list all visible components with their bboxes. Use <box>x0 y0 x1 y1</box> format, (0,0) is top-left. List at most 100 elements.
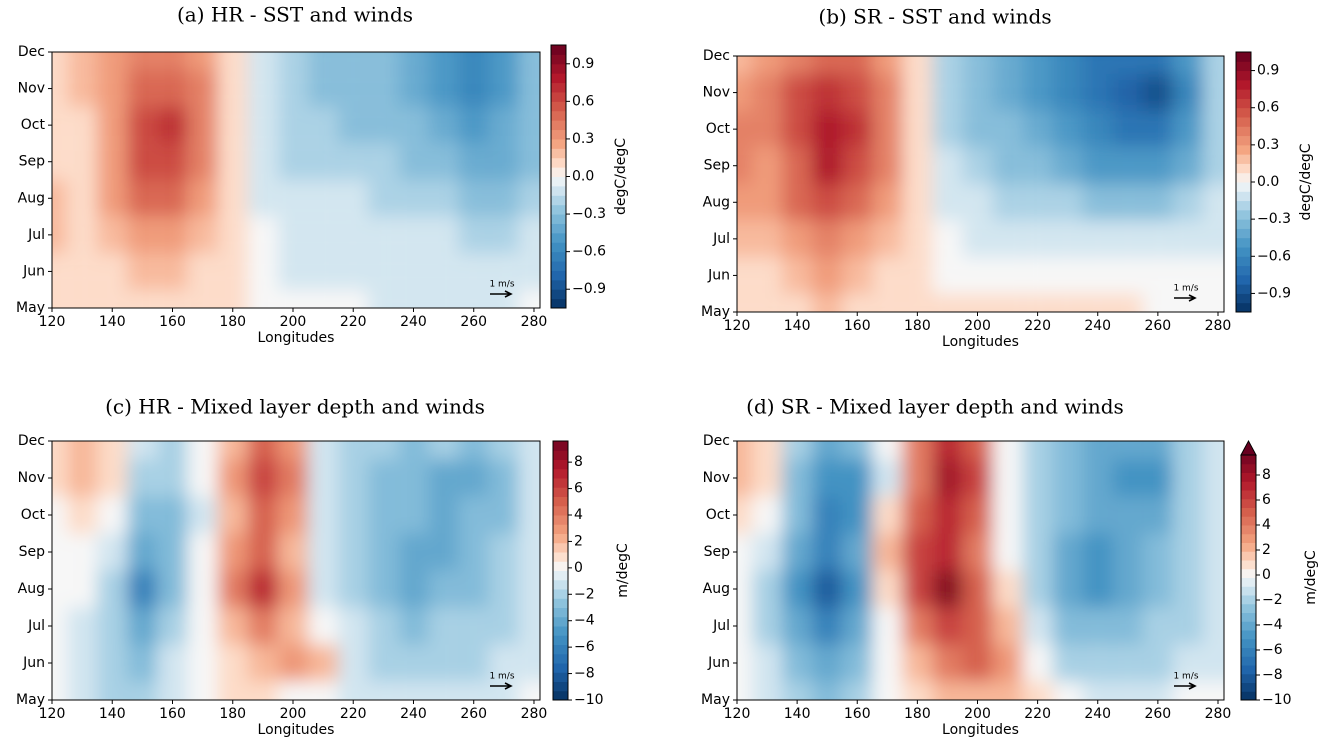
colorbar-segment <box>1236 70 1251 81</box>
colorbar-segment <box>553 478 568 488</box>
field-cell <box>962 293 993 312</box>
field-cell <box>187 607 218 645</box>
field-cell <box>398 70 429 107</box>
colorbar-tick-label: 0 <box>574 560 583 576</box>
x-axis-label: Longitudes <box>942 722 1019 738</box>
y-tick-label: Jun <box>707 655 730 671</box>
field-cell <box>782 293 813 312</box>
colorbar-segment <box>1236 256 1251 267</box>
field-cell <box>902 459 933 497</box>
field-cell <box>488 70 519 107</box>
field-cell <box>518 441 540 460</box>
field-cell <box>157 253 188 290</box>
colorbar-tick-label: 0.0 <box>572 169 594 185</box>
field-cell <box>1172 570 1203 608</box>
field-cell <box>1142 496 1173 534</box>
colorbar-tick-label: −4 <box>574 613 595 629</box>
field-cell <box>752 533 783 571</box>
colorbar-segment <box>1236 172 1251 183</box>
field-cell <box>962 644 993 682</box>
field-cell <box>1082 459 1113 497</box>
field-cell <box>932 681 963 700</box>
colorbar-segment <box>1241 498 1256 508</box>
colorbar-tick-label: 0.3 <box>1257 137 1279 153</box>
field-cell <box>338 216 369 254</box>
field-cell <box>52 607 68 645</box>
colorbar-segment <box>1236 135 1251 146</box>
field-cell <box>752 441 783 460</box>
field-cell <box>368 533 399 571</box>
field-cell <box>842 570 873 608</box>
field-cell <box>338 681 369 700</box>
colorbar-segment <box>551 91 566 102</box>
field-cell <box>97 106 128 144</box>
field-cell <box>398 681 429 700</box>
colorbar-tick-label: −2 <box>1262 592 1283 608</box>
field-cell <box>782 56 813 75</box>
field-cell <box>752 293 783 312</box>
field-cell <box>842 533 873 571</box>
field-cell <box>308 143 339 180</box>
field-cell <box>67 180 98 217</box>
field-cell <box>67 459 98 497</box>
field-cell <box>872 607 903 645</box>
field-cell <box>428 52 459 71</box>
field-cell <box>97 459 128 497</box>
field-cell <box>782 607 813 645</box>
field-cell <box>782 496 813 534</box>
field-cell <box>338 52 369 71</box>
field-cell <box>217 180 248 217</box>
field-cell <box>488 180 519 217</box>
x-tick-label: 220 <box>340 706 367 722</box>
field-cell <box>1112 496 1143 534</box>
field-cell <box>458 289 489 308</box>
field-cell <box>368 570 399 608</box>
field-cell <box>277 106 309 144</box>
field-cell <box>488 644 519 682</box>
x-axis-label: Longitudes <box>942 334 1019 350</box>
colorbar-label: degC/degC <box>1298 143 1314 220</box>
field-cell <box>368 70 399 107</box>
field-cell <box>458 607 489 645</box>
colorbar-segment <box>1236 284 1251 294</box>
field-cell <box>1052 56 1083 75</box>
field-cell <box>157 52 188 71</box>
field-cell <box>1082 147 1113 184</box>
colorbar-tick-label: 0.6 <box>572 93 594 109</box>
field-cell <box>812 110 843 148</box>
field-cell <box>932 496 963 534</box>
field-cell <box>157 70 188 107</box>
field-cell <box>812 220 843 258</box>
field-cell <box>1022 110 1053 148</box>
field-cell <box>52 253 68 290</box>
colorbar-segment <box>1241 586 1256 596</box>
field-cell <box>962 441 993 460</box>
field-cell <box>368 52 399 71</box>
colorbar-segment <box>553 607 568 618</box>
field-cell <box>488 106 519 144</box>
field-cell <box>518 143 540 180</box>
colorbar-segment <box>551 101 566 112</box>
field-cell <box>782 74 813 111</box>
y-tick-label: Dec <box>18 44 45 60</box>
x-tick-label: 120 <box>724 318 751 334</box>
field-cell <box>428 253 459 290</box>
field-cell <box>157 644 188 682</box>
field-cell <box>1172 147 1203 184</box>
field-cell <box>428 106 459 144</box>
field-cell <box>1022 441 1053 460</box>
field-cell <box>752 147 783 184</box>
field-cell <box>488 143 519 180</box>
field-cell <box>782 147 813 184</box>
field-cell <box>902 607 933 645</box>
field-cell <box>67 607 98 645</box>
field-cell <box>398 459 429 497</box>
field-cell <box>157 106 188 144</box>
field-cell <box>737 496 753 534</box>
y-tick-label: May <box>701 304 730 320</box>
x-tick-label: 180 <box>904 706 931 722</box>
colorbar-segment <box>553 505 568 516</box>
field-cell <box>782 220 813 258</box>
colorbar-segment <box>1236 302 1251 313</box>
field-cell <box>97 253 128 290</box>
